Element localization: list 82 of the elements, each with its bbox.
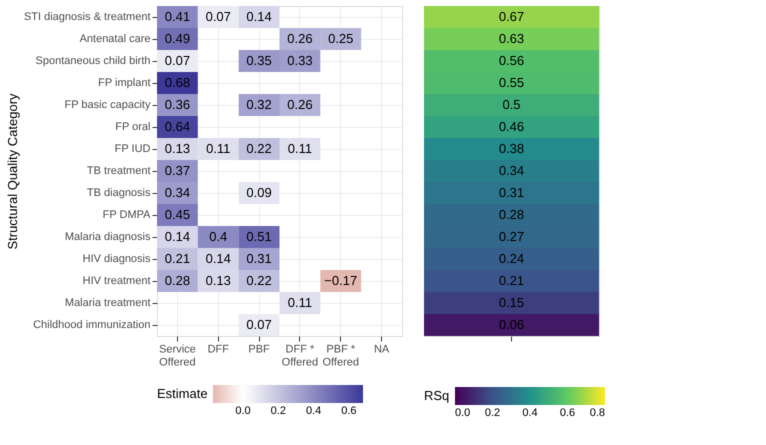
data-label: 0.13 — [164, 141, 190, 156]
data-label: −0.17 — [324, 273, 358, 288]
color-bar-label: 0.6 — [560, 407, 576, 419]
y-tick-label: TB diagnosis — [86, 187, 151, 199]
data-label: 0.11 — [288, 141, 312, 156]
data-label: 0.13 — [206, 273, 231, 288]
x-tick-label: NA — [374, 344, 390, 356]
y-tick-label: Spontaneous child birth — [36, 55, 150, 67]
y-tick-label: Malaria diagnosis — [64, 231, 151, 243]
x-tick-label: Service Offered — [159, 344, 196, 368]
data-label: 0.14 — [246, 9, 272, 24]
data-label: 0.41 — [164, 9, 190, 24]
y-tick-label: FP IUD — [114, 143, 151, 155]
data-label: 0.51 — [246, 229, 272, 244]
data-label: 0.33 — [287, 53, 313, 68]
data-label: 0.55 — [498, 75, 524, 90]
data-label: 0.24 — [498, 251, 524, 266]
data-label: 0.22 — [246, 141, 272, 156]
data-label: 0.38 — [498, 141, 524, 156]
y-tick-label: TB treatment — [86, 165, 150, 177]
data-label: 0.49 — [164, 31, 190, 46]
y-tick-label: Antenatal care — [80, 33, 150, 45]
color-bar-label: 0.4 — [306, 405, 322, 417]
data-label: 0.21 — [164, 251, 190, 266]
y-tick-label: FP DMPA — [102, 209, 152, 221]
data-label: 0.15 — [498, 295, 524, 310]
x-tick-label: PBF * Offered — [322, 344, 359, 368]
color-bar-title: RSq — [424, 388, 450, 403]
y-tick-label: Malaria treatment — [64, 297, 150, 309]
y-tick-label: Childhood immunization — [33, 319, 150, 331]
data-label: 0.31 — [246, 251, 272, 266]
color-bar-label: 0.6 — [341, 405, 357, 417]
y-tick-label: FP basic capacity — [64, 99, 151, 111]
data-label: 0.67 — [498, 9, 524, 24]
data-label: 0.5 — [502, 97, 521, 112]
y-axis-title: Structural Quality Category — [4, 92, 20, 250]
data-label: 0.64 — [164, 119, 190, 134]
x-tick-label: DFF — [208, 344, 230, 356]
y-tick-label: HIV treatment — [82, 275, 150, 287]
data-label: 0.07 — [246, 317, 272, 332]
y-tick-label: FP implant — [98, 77, 150, 89]
data-label: 0.4 — [209, 229, 228, 244]
data-label: 0.26 — [287, 97, 313, 112]
data-label: 0.34 — [164, 185, 190, 200]
y-tick-label: HIV diagnosis — [82, 253, 151, 265]
data-label: 0.21 — [498, 273, 524, 288]
data-label: 0.09 — [246, 185, 272, 200]
data-label: 0.14 — [164, 229, 190, 244]
data-label: 0.14 — [206, 251, 231, 266]
data-label: 0.63 — [498, 31, 524, 46]
data-label: 0.11 — [206, 141, 230, 156]
color-bar-label: 0.8 — [590, 407, 605, 419]
x-tick-label: PBF — [248, 344, 270, 356]
data-label: 0.28 — [164, 273, 190, 288]
data-label: 0.32 — [246, 97, 272, 112]
data-label: 0.46 — [498, 119, 524, 134]
data-label: 0.27 — [498, 229, 524, 244]
data-label: 0.06 — [498, 317, 524, 332]
color-bar-label: 0.0 — [455, 407, 470, 419]
data-label: 0.37 — [164, 163, 190, 178]
data-label: 0.68 — [164, 75, 190, 90]
data-label: 0.26 — [287, 31, 313, 46]
data-label: 0.07 — [206, 9, 231, 24]
color-bar-label: 0.2 — [484, 407, 500, 419]
data-label: 0.28 — [498, 207, 524, 222]
data-label: 0.07 — [164, 53, 190, 68]
color-bar-label: 0.0 — [235, 405, 251, 417]
y-tick-label: STI diagnosis & treatment — [24, 11, 150, 23]
data-label: 0.22 — [246, 273, 272, 288]
data-label: 0.36 — [164, 97, 190, 112]
data-label: 0.34 — [498, 163, 524, 178]
color-bar-title: Estimate — [157, 386, 208, 401]
data-label: 0.45 — [164, 207, 190, 222]
x-tick-label: DFF * Offered — [282, 344, 318, 368]
y-tick-label: FP oral — [115, 121, 150, 133]
data-label: 0.35 — [246, 53, 272, 68]
color-bar-label: 0.4 — [522, 407, 538, 419]
data-label: 0.11 — [288, 295, 312, 310]
color-bar-label: 0.2 — [270, 405, 286, 417]
data-label: 0.56 — [498, 53, 524, 68]
data-label: 0.25 — [328, 31, 354, 46]
data-label: 0.31 — [498, 185, 524, 200]
